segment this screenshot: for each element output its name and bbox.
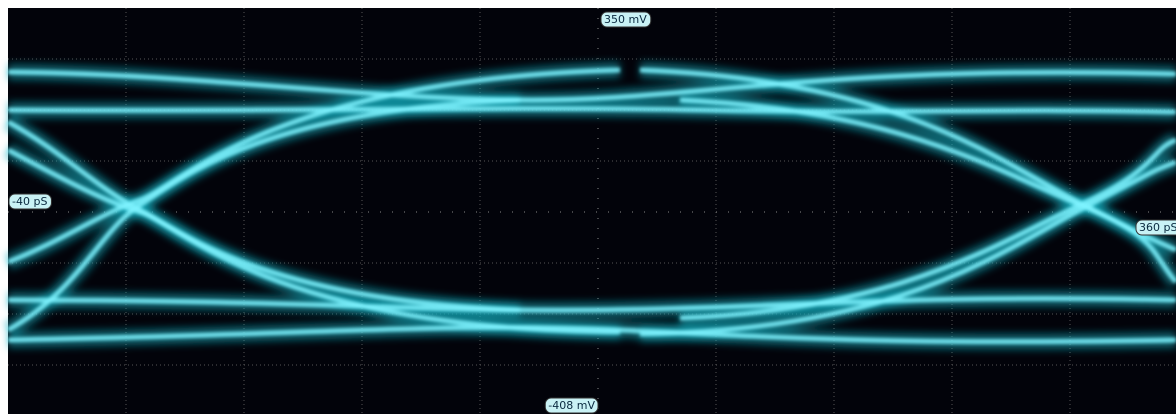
page: {"labels": {"top": "350 mV", "left": "-4… (0, 0, 1176, 414)
marker-left: -40 pS (9, 194, 51, 209)
label-left: -40 pS (12, 195, 47, 208)
marker-right: 360 pS (1136, 220, 1176, 235)
scope-screen: 350 mV -40 pS 360 pS -408 mV (0, 0, 1176, 414)
label-right: 360 pS (1139, 221, 1176, 234)
marker-top: 350 mV (601, 12, 651, 27)
label-top: 350 mV (604, 13, 647, 26)
marker-bottom: -408 mV (545, 398, 598, 413)
label-bottom: -408 mV (548, 399, 595, 412)
